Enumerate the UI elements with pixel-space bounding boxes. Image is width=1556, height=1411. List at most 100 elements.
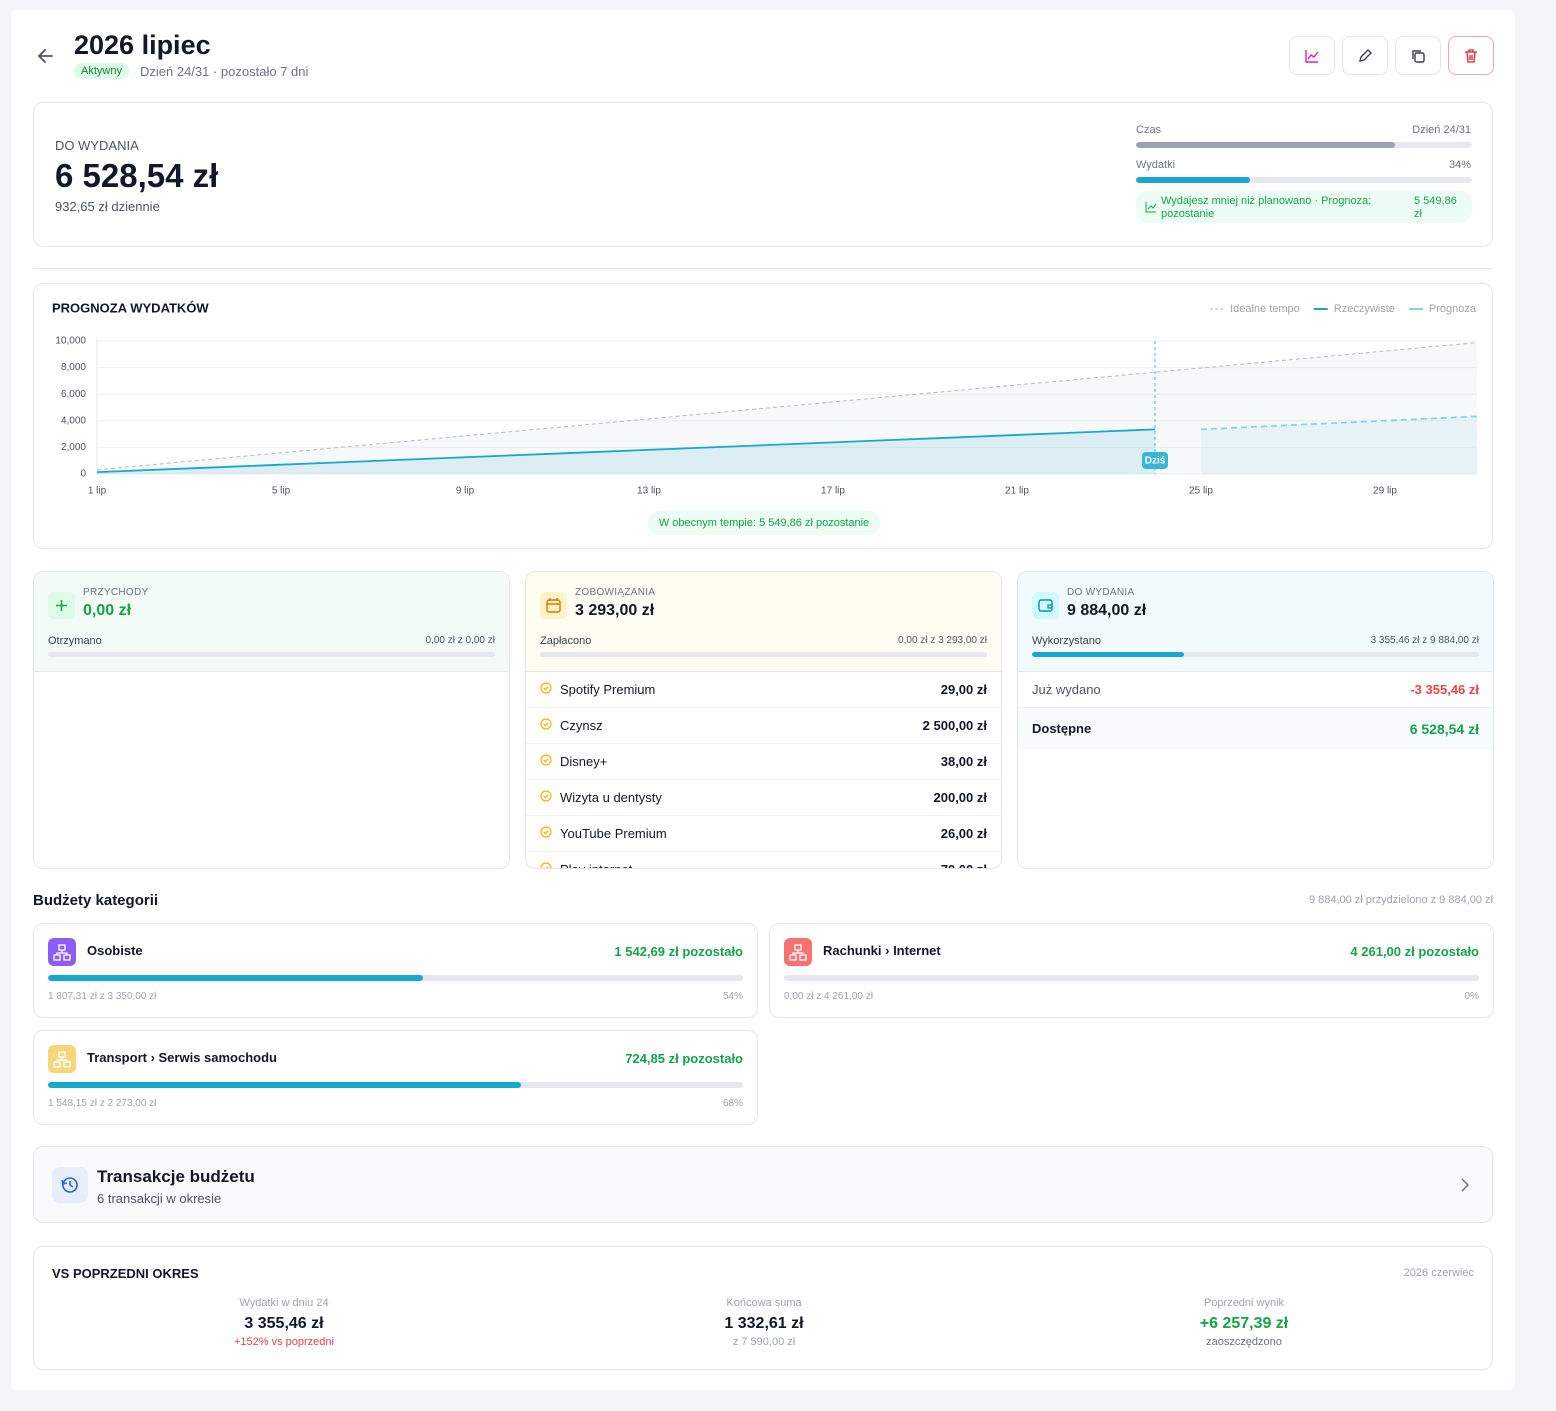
progress-label: Wykorzystano <box>1032 635 1101 647</box>
annotation-pill <box>647 511 881 535</box>
budget-remaining: 4 261,00 zł pozostało <box>1350 944 1479 959</box>
row-amount: 2 500,00 zł <box>922 718 987 733</box>
row-amount: 6 528,54 zł <box>1409 720 1479 737</box>
list-row: Czynsz 2 500,00 zł <box>526 708 1001 744</box>
budget-card: Transport › Serwis samochodu 724,85 zł po… <box>33 1030 758 1125</box>
list-row: Dostępne 6 528,54 zł <box>1018 708 1493 749</box>
transactions-subtitle: 6 transakcji w okresie <box>97 1191 222 1206</box>
summary-amount: 6 528,54 zł <box>55 157 219 194</box>
budget-name: Rachunki › Internet <box>823 943 941 958</box>
budget-card: Rachunki › Internet 4 261,00 zł pozostało… <box>769 923 1494 1018</box>
progress-fill <box>1032 652 1184 657</box>
list-row: Disney+ 38,00 zł <box>526 744 1001 780</box>
x-tick-label: 13 lip <box>637 486 661 497</box>
transactions-title: Transakcje budżetu <box>97 1167 255 1186</box>
row-name: Już wydano <box>1032 682 1101 697</box>
stat-value: +6 257,39 zł <box>1199 1315 1289 1332</box>
copy-button[interactable] <box>1395 36 1441 75</box>
budget-percent: 54% <box>722 991 743 1002</box>
today-pill <box>1142 452 1168 469</box>
legend-label: Idealne tempo <box>1230 303 1300 315</box>
budget-bar <box>784 975 1479 981</box>
x-tick-label: 9 lip <box>456 486 475 497</box>
tile-label: ZOBOWIĄZANIA <box>575 587 656 598</box>
row-amount: 200,00 zł <box>933 790 988 805</box>
budget-card: Osobiste 1 542,69 zł pozostało 1 807,31 zł… <box>33 923 758 1018</box>
forecast-note-text: Wydajesz mniej niż planowano · Prognoza:… <box>1161 195 1372 220</box>
budget-percent: 0% <box>1464 991 1479 1002</box>
budget-icon <box>784 938 812 966</box>
series-area <box>1201 416 1477 474</box>
budget-bar <box>48 1082 743 1088</box>
budget-fill <box>48 1082 521 1088</box>
y-tick-label: 6,000 <box>61 389 86 400</box>
check-icon <box>540 718 552 733</box>
x-tick-label: 21 lip <box>1005 486 1029 497</box>
daily-amount: 932,65 zł dziennie <box>55 199 160 214</box>
progress-bar <box>540 652 987 657</box>
stat: Poprzedni wynik +6 257,39 zł zaoszczędzono <box>1094 1297 1394 1348</box>
y-tick-label: 8,000 <box>61 362 86 373</box>
y-tick-label: 0 <box>80 469 86 480</box>
delete-button[interactable] <box>1448 36 1494 75</box>
tile-amount: 9 884,00 zł <box>1067 602 1147 619</box>
list-row: Wizyta u dentysty 200,00 zł <box>526 780 1001 816</box>
progress-bar <box>1032 652 1479 657</box>
time-label: Czas <box>1136 124 1162 136</box>
row-amount: 29,00 zł <box>940 682 987 697</box>
check-icon <box>540 754 552 769</box>
list-row: Play internet 70,00 zł <box>526 852 1001 868</box>
tile-header: ZOBOWIĄZANIA 3 293,00 zł Zapłacono 0,00 zł … <box>526 572 1001 672</box>
progress-bar <box>48 652 495 657</box>
progress-value: 3 355,46 zł z 9 884,00 zł <box>1370 635 1479 646</box>
budget-spent: 0,00 zł z 4 261,00 zł <box>784 991 873 1002</box>
row-name: Czynsz <box>560 718 603 733</box>
budget-remaining: 1 542,69 zł pozostało <box>614 944 743 959</box>
check-icon <box>540 862 552 868</box>
list-row: Już wydano -3 355,46 zł <box>1018 672 1493 708</box>
stat-note: zaoszczędzono <box>1206 1336 1282 1348</box>
comparison-period: 2026 czerwiec <box>1403 1267 1474 1279</box>
summary-card: DO WYDANIA 6 528,54 zł 932,65 zł dzienni… <box>33 102 1493 247</box>
tile-amount: 0,00 zł <box>83 602 132 619</box>
tile-label: PRZYCHODY <box>83 587 149 598</box>
chart-button[interactable] <box>1289 36 1335 75</box>
x-tick-label: 29 lip <box>1373 486 1397 497</box>
row-left: Disney+ <box>540 754 607 769</box>
budgets-title: Budżety kategorii <box>33 892 159 909</box>
status-badge: Aktywny <box>74 63 129 79</box>
stat-label: Wydatki w dniu 24 <box>239 1297 329 1309</box>
stat-note: +152% vs poprzedni <box>234 1336 334 1348</box>
row-amount: 26,00 zł <box>940 826 987 841</box>
check-icon <box>540 790 552 805</box>
row-amount: 38,00 zł <box>940 754 987 769</box>
spend-bar <box>1136 177 1472 183</box>
tile-header: DO WYDANIA 9 884,00 zł Wykorzystano 3 355,4… <box>1018 572 1493 672</box>
row-left: Już wydano <box>1032 682 1101 697</box>
chart-title: PROGNOZA WYDATKÓW <box>52 300 209 315</box>
tile-icon <box>540 592 567 619</box>
stat-label: Poprzedni wynik <box>1203 1297 1285 1309</box>
budget-fill <box>48 975 424 981</box>
x-tick-label: 17 lip <box>821 486 845 497</box>
budget-remaining: 724,85 zł pozostało <box>625 1051 743 1066</box>
comparison-title: VS POPRZEDNI OKRES <box>52 1266 199 1281</box>
stat: Wydatki w dniu 24 3 355,46 zł +152% vs pop… <box>134 1297 434 1348</box>
legend-label: Prognoza <box>1429 303 1477 315</box>
edit-button[interactable] <box>1342 36 1388 75</box>
chart-card: PROGNOZA WYDATKÓW 0 2,000 4,000 6,000 8,000 1… <box>33 283 1493 549</box>
row-left: Czynsz <box>540 718 603 733</box>
list-row: Spotify Premium 29,00 zł <box>526 672 1001 708</box>
transactions-card[interactable]: Transakcje budżetu 6 transakcji w okresi… <box>33 1146 1493 1223</box>
series-area <box>97 342 1477 474</box>
back-button[interactable] <box>36 46 56 66</box>
tile-amount: 3 293,00 zł <box>575 602 655 619</box>
legend-label: Rzeczywiste <box>1334 303 1395 315</box>
tile-icon <box>1032 592 1059 619</box>
budget-percent: 68% <box>722 1098 743 1109</box>
stat-value: 1 332,61 zł <box>724 1315 804 1332</box>
tile-header: PRZYCHODY 0,00 zł Otrzymano 0,00 zł z 0,00 … <box>34 572 509 672</box>
spend-label: Wydatki <box>1136 159 1176 171</box>
budget-name: Osobiste <box>87 943 143 958</box>
